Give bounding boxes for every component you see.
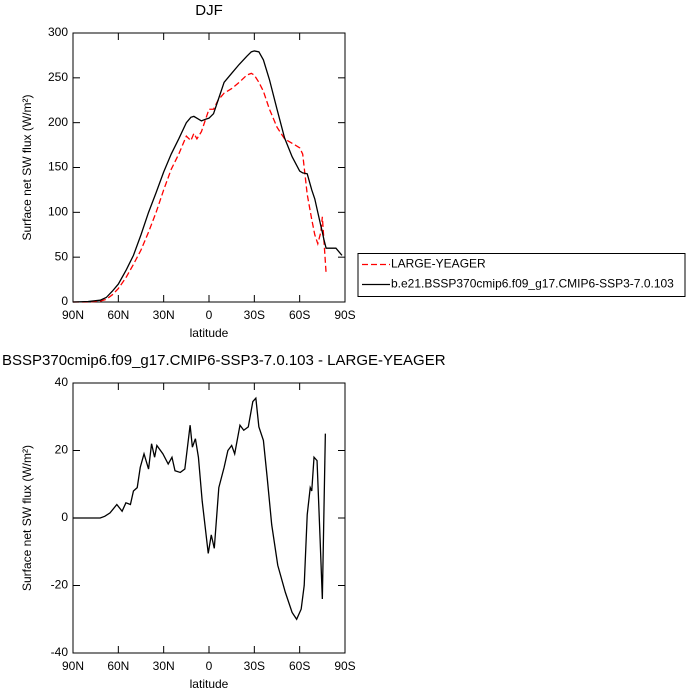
y-tick-label: 50 <box>55 249 69 263</box>
x-tick-label: 0 <box>206 308 213 322</box>
x-tick-label: 90N <box>62 659 84 673</box>
y-tick-label: 100 <box>48 205 68 219</box>
legend-box <box>357 253 686 297</box>
legend-label: LARGE-YEAGER <box>391 257 486 271</box>
y-tick-label: -40 <box>51 645 69 659</box>
y-axis-label: Surface net SW flux (W/m²) <box>20 445 34 591</box>
data-line <box>73 72 327 303</box>
x-axis-label: latitude <box>190 677 229 691</box>
data-line <box>72 50 343 303</box>
x-tick-label: 60S <box>289 308 310 322</box>
plot-frame <box>72 32 346 303</box>
x-tick-label: 0 <box>206 659 213 673</box>
y-axis-label: Surface net SW flux (W/m²) <box>20 94 34 240</box>
y-tick-label: 300 <box>48 25 68 39</box>
chart-title: BSSP370cmip6.f09_g17.CMIP6-SSP3-7.0.103 … <box>2 352 446 369</box>
x-tick-label: 30N <box>153 308 175 322</box>
x-tick-label: 90S <box>334 659 355 673</box>
x-tick-label: 60S <box>289 659 310 673</box>
x-tick-label: 90S <box>334 308 355 322</box>
y-tick-label: 250 <box>48 70 68 84</box>
x-tick-label: 60N <box>107 659 129 673</box>
y-tick-label: 0 <box>61 294 68 308</box>
x-tick-label: 90N <box>62 308 84 322</box>
x-tick-label: 30N <box>153 659 175 673</box>
x-tick-label: 60N <box>107 308 129 322</box>
x-tick-label: 30S <box>244 308 265 322</box>
y-tick-label: 20 <box>55 443 69 457</box>
x-axis-label: latitude <box>190 326 229 340</box>
plot-frame <box>72 382 346 654</box>
x-tick-label: 30S <box>244 659 265 673</box>
y-tick-label: 150 <box>48 160 68 174</box>
y-tick-label: 200 <box>48 115 68 129</box>
chart-title: DJF <box>195 2 223 19</box>
data-line <box>73 396 327 621</box>
y-tick-label: 40 <box>55 375 69 389</box>
legend-label: b.e21.BSSP370cmip6.f09_g17.CMIP6-SSP3-7.… <box>391 277 674 291</box>
y-tick-label: 0 <box>61 510 68 524</box>
y-tick-label: -20 <box>51 578 69 592</box>
